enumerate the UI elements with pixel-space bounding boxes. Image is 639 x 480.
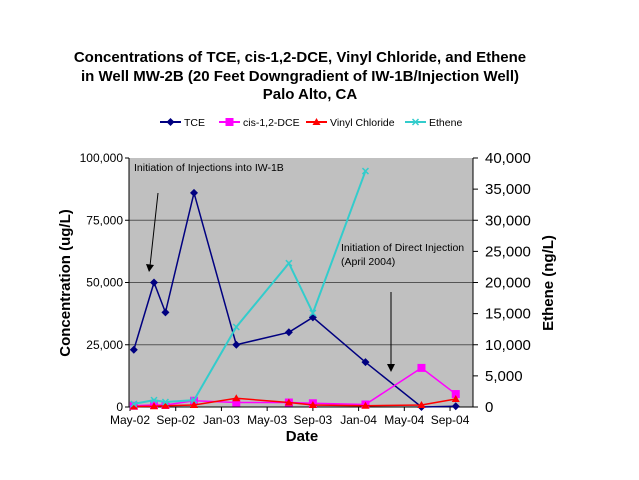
x-tick-label: May-03 bbox=[247, 413, 287, 427]
data-point-square bbox=[232, 398, 241, 407]
legend-item: Vinyl Chloride bbox=[306, 117, 395, 129]
data-point-x bbox=[309, 309, 317, 317]
y2-tick-label: 10,000 bbox=[485, 337, 531, 354]
data-point-diamond bbox=[361, 358, 370, 367]
data-point-square bbox=[225, 118, 234, 126]
data-point-diamond bbox=[166, 118, 175, 126]
data-point-triangle bbox=[417, 401, 426, 409]
y2-tick-label: 30,000 bbox=[485, 212, 531, 229]
y2-tick-label: 5,000 bbox=[485, 368, 523, 385]
data-point-diamond bbox=[161, 308, 170, 317]
y-tick-label: 75,000 bbox=[86, 213, 123, 227]
data-point-triangle bbox=[308, 401, 317, 409]
y-tick-label: 25,000 bbox=[86, 338, 123, 352]
chart-title-line: in Well MW-2B (20 Feet Downgradient of I… bbox=[81, 68, 519, 85]
data-point-diamond bbox=[150, 278, 159, 287]
y-axis-title: Concentration (ug/L) bbox=[57, 209, 74, 356]
series-line bbox=[133, 397, 456, 408]
data-point-triangle bbox=[284, 398, 293, 406]
data-point-triangle bbox=[161, 401, 170, 409]
data-point-triangle bbox=[312, 118, 321, 125]
data-point-triangle bbox=[129, 402, 138, 410]
series-ethene bbox=[130, 167, 369, 408]
x-tick-label: Sep-02 bbox=[156, 413, 195, 427]
y2-axis-title: Ethene (ng/L) bbox=[540, 235, 557, 331]
data-point-triangle bbox=[361, 401, 370, 409]
y-tick-label: 100,000 bbox=[80, 151, 124, 165]
x-tick-label: May-04 bbox=[384, 413, 424, 427]
data-point-x bbox=[232, 323, 240, 331]
y2-tick-label: 35,000 bbox=[485, 181, 531, 198]
legend-item: cis-1,2-DCE bbox=[219, 117, 300, 129]
data-point-diamond bbox=[232, 340, 241, 349]
data-point-triangle bbox=[190, 401, 199, 409]
y-tick-label: 50,000 bbox=[86, 276, 123, 290]
data-point-diamond bbox=[129, 345, 138, 354]
data-point-diamond bbox=[284, 328, 293, 337]
y2-tick-label: 25,000 bbox=[485, 243, 531, 260]
x-tick-label: Jan-04 bbox=[340, 413, 377, 427]
data-point-triangle bbox=[150, 402, 159, 410]
data-point-square bbox=[451, 390, 460, 399]
series-line bbox=[133, 170, 367, 405]
x-axis-title: Date bbox=[286, 428, 319, 445]
legend-label: Vinyl Chloride bbox=[330, 117, 395, 129]
x-tick-label: Sep-03 bbox=[294, 413, 333, 427]
series-line bbox=[133, 189, 456, 408]
annotation-direct-injection: Initiation of Direct Injection bbox=[341, 242, 464, 254]
data-point-diamond bbox=[451, 402, 460, 411]
annotation-injections: Initiation of Injections into IW-1B bbox=[134, 162, 284, 174]
data-point-x bbox=[130, 400, 138, 408]
data-point-triangle bbox=[451, 395, 460, 403]
legend-item: TCE bbox=[160, 117, 205, 129]
annotation-arrow bbox=[149, 192, 159, 267]
series-vinyl-chloride bbox=[129, 394, 460, 410]
data-point-x bbox=[411, 118, 420, 126]
legend-item: Ethene bbox=[405, 117, 462, 129]
legend-label: TCE bbox=[184, 117, 205, 129]
y-tick-label: 0 bbox=[116, 400, 123, 414]
data-point-square bbox=[417, 363, 426, 372]
annotation-direct-injection-date: (April 2004) bbox=[341, 256, 395, 268]
data-point-x bbox=[150, 396, 158, 404]
x-tick-label: Jan-03 bbox=[203, 413, 240, 427]
data-point-triangle bbox=[232, 394, 241, 402]
data-point-diamond bbox=[190, 188, 199, 197]
legend-label: cis-1,2-DCE bbox=[243, 117, 300, 129]
y2-tick-label: 40,000 bbox=[485, 150, 531, 167]
data-point-x bbox=[161, 398, 169, 406]
chart-title-line: Palo Alto, CA bbox=[263, 86, 358, 103]
x-tick-label: Sep-04 bbox=[431, 413, 470, 427]
y2-tick-label: 15,000 bbox=[485, 306, 531, 323]
data-point-x bbox=[361, 167, 369, 175]
legend-label: Ethene bbox=[429, 117, 462, 129]
y2-tick-label: 0 bbox=[485, 399, 493, 416]
chart-title-line: Concentrations of TCE, cis-1,2-DCE, Viny… bbox=[74, 49, 526, 66]
arrow-head-icon bbox=[146, 264, 154, 272]
y2-tick-label: 20,000 bbox=[485, 275, 531, 292]
series-line bbox=[133, 366, 457, 407]
data-point-x bbox=[285, 259, 293, 267]
arrow-head-icon bbox=[387, 364, 395, 372]
data-point-x bbox=[190, 396, 198, 404]
legend: TCE cis-1,2-DCE Vinyl Chloride Ethene bbox=[160, 117, 462, 129]
x-tick-label: May-02 bbox=[110, 413, 150, 427]
